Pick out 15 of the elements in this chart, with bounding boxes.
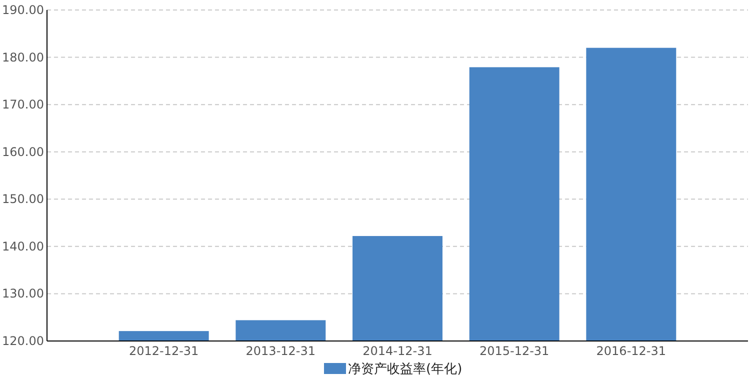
y-tick-label: 180.00 <box>2 50 44 64</box>
y-tick-label: 150.00 <box>2 192 44 206</box>
y-tick-label: 130.00 <box>2 286 44 301</box>
x-tick-label: 2016-12-31 <box>596 344 666 358</box>
x-tick-label: 2013-12-31 <box>246 344 316 358</box>
x-tick-label: 2012-12-31 <box>128 344 199 358</box>
y-tick-label: 160.00 <box>2 144 44 159</box>
x-tick-label: 2015-12-31 <box>479 344 550 358</box>
y-tick-label: 170.00 <box>2 98 44 112</box>
legend-label: 净资产收益率(年化) <box>348 361 462 377</box>
y-tick-label: 120.00 <box>2 334 44 348</box>
x-tick-label: 2014-12-31 <box>362 344 432 358</box>
y-tick-label: 190.00 <box>2 3 44 17</box>
y-tick-label: 140.00 <box>2 239 44 254</box>
legend: 净资产收益率(年化) <box>324 362 462 377</box>
